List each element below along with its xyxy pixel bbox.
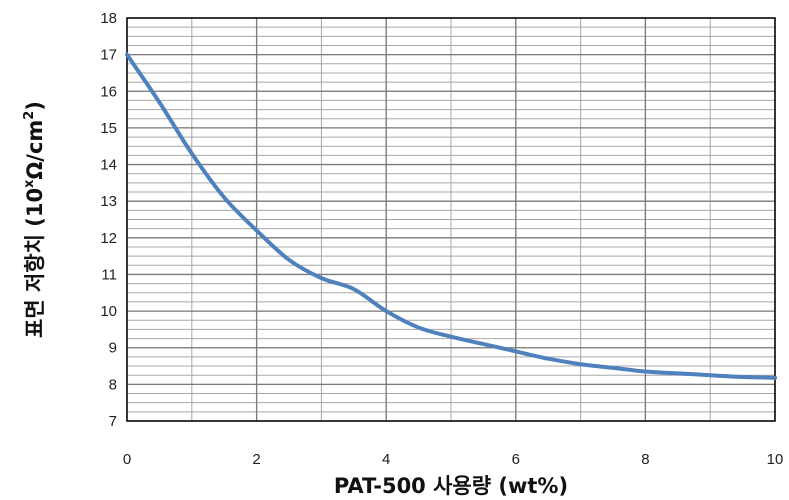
x-tick-labels: 0 2 4 6 8 10 xyxy=(123,451,784,468)
y-tick-label: 16 xyxy=(100,83,117,100)
y-axis-label-middle: Ω/cm xyxy=(23,120,47,180)
y-tick-label: 10 xyxy=(100,303,117,320)
x-axis-label: PAT-500 사용량 (wt%) xyxy=(334,474,568,498)
x-tick-label: 4 xyxy=(382,451,390,468)
x-tick-label: 0 xyxy=(123,451,131,468)
y-axis-label: 표면 저항치 (10xΩ/cm2) xyxy=(22,101,47,338)
y-tick-label: 12 xyxy=(100,230,117,247)
y-tick-label: 8 xyxy=(109,376,117,393)
y-tick-label: 18 xyxy=(100,10,117,27)
y-tick-label: 9 xyxy=(109,340,117,357)
y-tick-label: 14 xyxy=(100,157,117,174)
plot-frame xyxy=(126,17,776,422)
series-line xyxy=(125,52,777,380)
y-axis-label-suffix: ) xyxy=(23,101,47,111)
y-tick-labels: 7 8 9 10 11 12 13 14 15 16 17 18 xyxy=(100,10,117,430)
x-tick-label: 8 xyxy=(641,451,649,468)
y-tick-label: 17 xyxy=(100,47,117,64)
y-axis-label-prefix: 표면 저항치 (10 xyxy=(23,188,47,338)
x-tick-label: 10 xyxy=(767,451,784,468)
y-axis-label-sup2: 2 xyxy=(22,111,37,120)
y-tick-label: 7 xyxy=(109,413,117,430)
y-tick-label: 15 xyxy=(100,120,117,137)
y-axis-label-sup1: x xyxy=(22,179,37,188)
y-tick-label: 13 xyxy=(100,193,117,210)
x-tick-label: 2 xyxy=(252,451,260,468)
y-tick-label: 11 xyxy=(101,266,117,283)
minor-grid xyxy=(126,17,776,422)
x-tick-label: 6 xyxy=(512,451,520,468)
